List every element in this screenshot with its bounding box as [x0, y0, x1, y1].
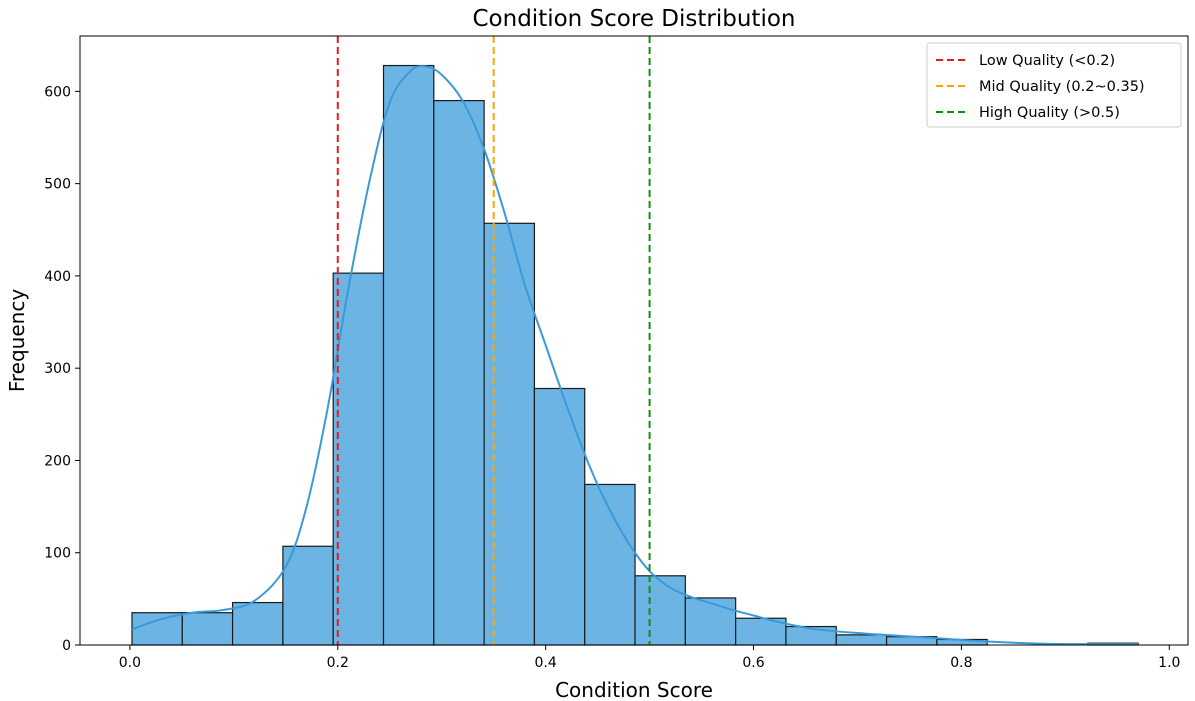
y-tick-label: 200 — [44, 453, 71, 469]
histogram-bar — [433, 99, 485, 646]
histogram-bar — [231, 601, 284, 646]
x-axis: 0.0 0.2 0.4 0.6 0.8 1.0 — [119, 645, 1180, 671]
y-tick-label: 100 — [44, 546, 71, 562]
chart-title: Condition Score Distribution — [473, 6, 796, 32]
y-tick-label: 0 — [62, 638, 71, 654]
kde-curve — [131, 65, 1139, 646]
histogram-bar — [382, 64, 435, 646]
bars-group — [131, 64, 1139, 646]
histogram-bar — [533, 387, 586, 646]
plot-frame — [79, 35, 1189, 646]
legend-box — [926, 42, 1182, 128]
histogram-bar — [483, 222, 536, 646]
x-tick-label: 0.2 — [327, 655, 349, 671]
legend-label: High Quality (>0.5) — [979, 105, 1120, 121]
histogram-bar — [684, 597, 737, 646]
y-tick-label: 600 — [44, 84, 71, 100]
legend: Low Quality (<0.2) Mid Quality (0.2~0.35)… — [926, 42, 1182, 128]
x-tick-label: 0.4 — [535, 655, 557, 671]
histogram-bar — [181, 612, 234, 646]
histogram-bar — [634, 575, 686, 646]
x-axis-title: Condition Score — [555, 678, 713, 701]
legend-label: Mid Quality (0.2~0.35) — [979, 79, 1145, 95]
x-tick-label: 1.0 — [1158, 655, 1180, 671]
x-tick-label: 0.0 — [119, 655, 141, 671]
histogram-bar — [131, 612, 183, 646]
x-tick-label: 0.6 — [742, 655, 764, 671]
y-axis: 0 100 200 300 400 500 600 — [44, 84, 80, 654]
y-axis-title: Frequency — [5, 289, 29, 392]
reference-lines-group — [336, 36, 651, 645]
legend-label: Low Quality (<0.2) — [979, 53, 1115, 69]
histogram-bar — [282, 545, 334, 646]
y-tick-label: 500 — [44, 177, 71, 193]
y-tick-label: 400 — [44, 269, 71, 285]
histogram-bar — [835, 634, 888, 646]
histogram-bar — [332, 272, 385, 646]
y-tick-label: 300 — [44, 361, 71, 377]
x-tick-label: 0.8 — [950, 655, 972, 671]
